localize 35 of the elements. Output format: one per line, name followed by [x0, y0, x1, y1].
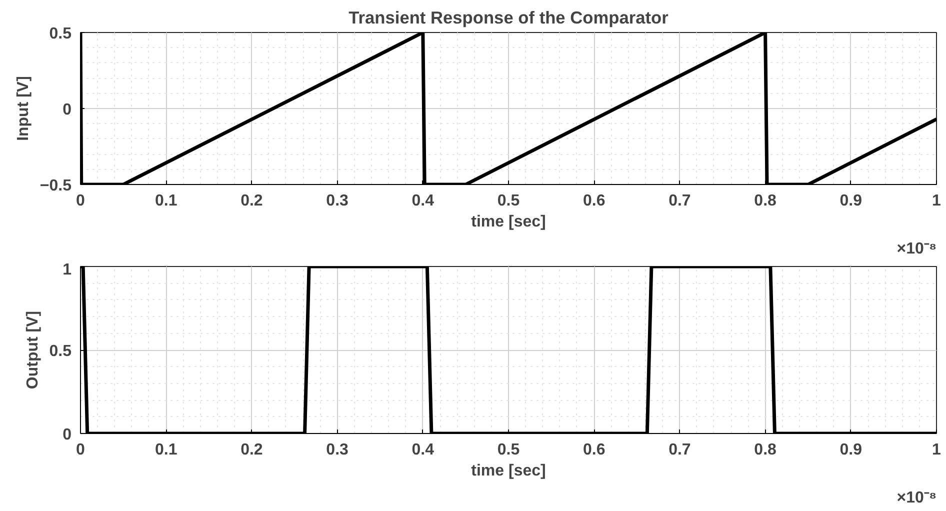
y-tick-label: 0.5: [49, 343, 72, 360]
x-tick-label: 0.8: [754, 192, 777, 210]
y-tick-label: 1: [62, 262, 72, 278]
x-tick-label: 0.6: [582, 192, 606, 210]
y-tick-label: −0.5: [40, 178, 72, 194]
x-tick-label: 0.3: [326, 192, 349, 210]
chart-title: Transient Response of the Comparator: [348, 8, 669, 28]
x-tick-label: 0.4: [412, 442, 434, 458]
x-tick-label: 0: [76, 192, 86, 210]
x-tick-label: 0.4: [412, 192, 434, 210]
x-tick-label: 0.1: [154, 442, 178, 458]
x-tick-label: 0: [76, 442, 86, 458]
x-tick-label: 0.9: [840, 442, 862, 458]
x-tick-label: 1: [932, 442, 942, 458]
y-axis-title: Output [V]: [24, 310, 42, 390]
x-tick-label: 0.5: [497, 442, 520, 458]
x-tick-label: 0.2: [240, 192, 263, 210]
y-tick-label: 0.5: [49, 26, 72, 42]
x-axis-title: time [sec]: [471, 462, 546, 480]
text: ×10⁻⁸: [896, 490, 936, 506]
x-tick-label: 0.7: [668, 442, 691, 458]
x-tick-label: 0.7: [668, 192, 691, 210]
x-tick-label: 0.8: [754, 442, 777, 458]
y-axis-title: Input [V]: [14, 76, 32, 141]
x-tick-label: 0.2: [240, 442, 263, 458]
x-tick-label: 0.5: [497, 192, 520, 210]
y-tick-label: 0: [62, 426, 72, 444]
x-tick-label: 0.1: [154, 192, 178, 210]
text: ×10⁻⁸: [896, 240, 936, 258]
y-tick-label: 0: [62, 102, 72, 118]
x-tick-label: 0.9: [840, 192, 862, 210]
x-axis-title: time [sec]: [471, 214, 546, 230]
x-tick-label: 0.3: [326, 442, 349, 458]
x-tick-label: 0.6: [582, 442, 606, 458]
x-tick-label: 1: [932, 192, 942, 210]
